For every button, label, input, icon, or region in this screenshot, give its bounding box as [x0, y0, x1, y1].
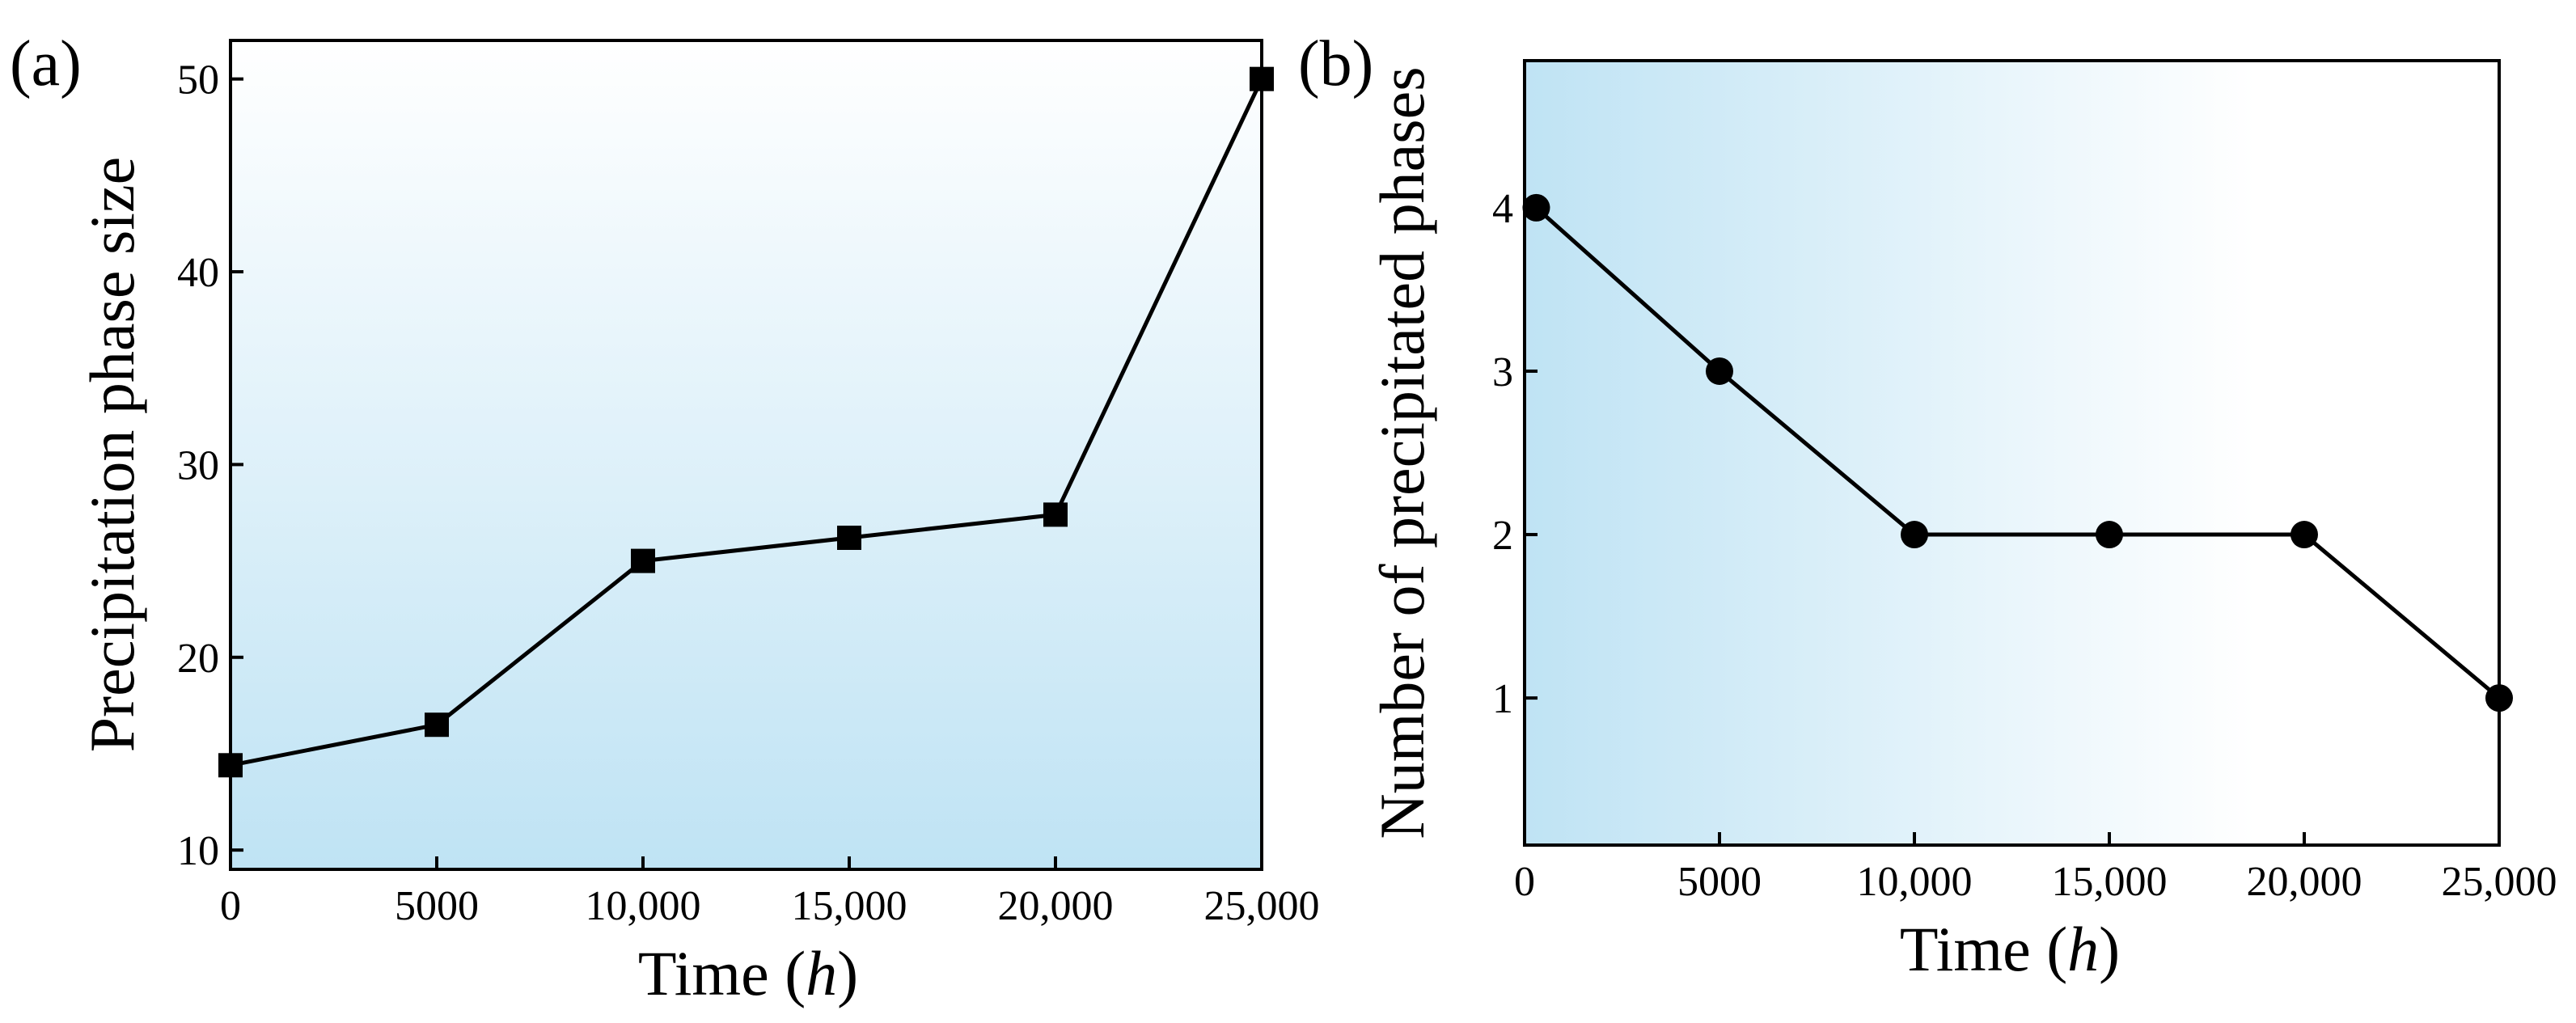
plot-frame-a: [229, 39, 1263, 871]
data-point: [1522, 193, 1550, 222]
x-tick-label: 5000: [1677, 859, 1762, 905]
plot-area-background-a: [231, 40, 1262, 869]
x-tick-label: 10,000: [1857, 859, 1973, 905]
y-axis-title-a: Precipitation phase size: [77, 157, 147, 752]
data-point: [1043, 502, 1068, 527]
data-point: [1706, 357, 1733, 385]
x-tick-label: 15,000: [792, 883, 907, 929]
x-tick-label: 15,000: [2052, 859, 2168, 905]
x-tick-label: 5000: [395, 883, 479, 929]
y-tick-label: 2: [1492, 513, 1513, 559]
x-tick-label: 25,000: [2442, 859, 2557, 905]
data-point: [2290, 521, 2318, 549]
plot-frame-b: [1523, 59, 2501, 847]
y-tick-label: 50: [177, 57, 219, 104]
y-tick-label: 3: [1492, 349, 1513, 395]
x-axis-title-b: Time (h): [1900, 914, 2120, 984]
x-axis-title-a: Time (h): [638, 938, 858, 1008]
panel-label-b: (b): [1298, 28, 1373, 99]
y-axis-b: 1 2 3 4: [1492, 186, 1538, 722]
data-point: [631, 548, 655, 573]
x-tick-label: 0: [220, 883, 241, 929]
series-line-b: [1534, 206, 2501, 700]
x-axis-b: 0 5000 10,000 15,000 20,000 25,000: [1514, 832, 2557, 905]
x-tick-label: 10,000: [586, 883, 701, 929]
data-point: [425, 712, 449, 738]
data-point: [837, 526, 861, 550]
series-line-a: [230, 78, 1264, 767]
y-tick-label: 1: [1492, 676, 1513, 722]
data-markers-b: [1522, 193, 2513, 712]
chart-panel-a: 0 5000 10,000 15,000 20,000 25,000 10 20 30 40 50…: [10, 28, 1320, 1008]
x-tick-label: 20,000: [2247, 859, 2362, 905]
x-axis-a: 0 5000 10,000 15,000 20,000 25,000: [220, 856, 1320, 929]
y-tick-label: 4: [1492, 186, 1513, 232]
panel-label-a: (a): [10, 28, 82, 99]
y-tick-label: 20: [177, 636, 219, 682]
x-tick-label: 20,000: [998, 883, 1114, 929]
y-tick-label: 10: [177, 828, 219, 874]
y-axis-a: 10 20 30 40 50: [177, 57, 243, 874]
x-tick-label: 25,000: [1204, 883, 1320, 929]
data-point: [1901, 521, 1928, 549]
y-tick-label: 30: [177, 442, 219, 488]
y-axis-title-b: Number of precipitated phases: [1367, 66, 1437, 839]
plot-area-background-b: [1525, 61, 2499, 845]
data-point: [2096, 521, 2123, 549]
chart-panel-b: 0 5000 10,000 15,000 20,000 25,000 1 2 3 4 (b) T…: [1298, 28, 2557, 984]
y-tick-label: 40: [177, 250, 219, 296]
x-tick-label: 0: [1514, 859, 1535, 905]
